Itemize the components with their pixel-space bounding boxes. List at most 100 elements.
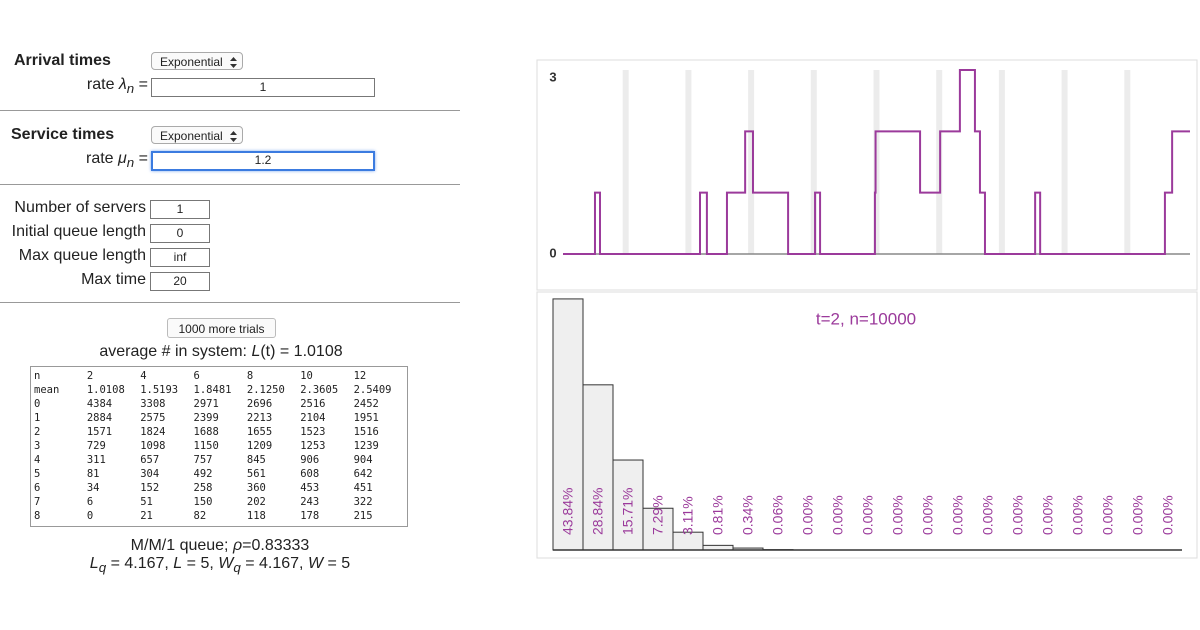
bar-value-label: 7.29% — [650, 495, 666, 535]
text: = — [134, 150, 148, 167]
table-cell: 2104 — [300, 412, 326, 424]
text: = 4.167, — [240, 555, 308, 572]
table-cell: 1655 — [246, 426, 273, 438]
symbol: W — [218, 555, 234, 572]
table-cell: 657 — [140, 454, 160, 466]
table-cell: 642 — [353, 468, 373, 480]
queue-metrics: Lq = 4.167, L = 5, Wq = 4.167, W = 5 — [0, 555, 440, 575]
table-cell: 7 — [34, 496, 41, 508]
table-cell: 311 — [86, 454, 106, 466]
table-cell: 0 — [86, 510, 94, 522]
table-cell: 453 — [300, 482, 320, 494]
table-cell: 8 — [34, 510, 41, 522]
text: = 5 — [323, 555, 351, 572]
table-cell: 6 — [193, 370, 200, 382]
bar-value-label: 0.00% — [920, 495, 936, 535]
text: = 5, — [182, 555, 219, 572]
sample-time-band — [685, 70, 692, 254]
field-input[interactable]: inf — [150, 248, 210, 267]
separator — [0, 110, 460, 111]
table-cell: 10 — [300, 370, 313, 382]
field-label: Max queue length — [18, 247, 146, 264]
table-cell: 2213 — [246, 412, 273, 424]
arrival-rate-label: rate λn = — [0, 76, 148, 96]
service-rate-input[interactable]: 1.2 — [151, 151, 375, 171]
table-cell: 304 — [140, 468, 160, 480]
table-row: 5 81 304 492 561 608 642 — [34, 467, 407, 481]
table-cell: 2452 — [353, 398, 379, 410]
table-cell: 360 — [246, 482, 266, 494]
symbol: L — [173, 555, 183, 572]
queue-summary: M/M/1 queue; ρ=0.83333 — [0, 537, 440, 555]
table-cell: 0 — [34, 398, 41, 410]
table-cell: 178 — [300, 510, 320, 522]
bar-value-label: 0.06% — [770, 495, 786, 535]
table-cell: 1523 — [300, 426, 326, 438]
table-cell: 1 — [34, 412, 41, 424]
text: (t) = 1.0108 — [260, 343, 343, 360]
arrival-select[interactable]: Exponential — [151, 52, 243, 70]
table-cell: 34 — [86, 482, 100, 494]
average-line: average # in system: L(t) = 1.0108 — [0, 343, 442, 361]
table-cell: 2.1250 — [246, 384, 285, 396]
bar — [582, 384, 614, 551]
field-input[interactable]: 20 — [150, 272, 210, 291]
table-cell: 561 — [246, 468, 266, 480]
table-cell: 2575 — [140, 412, 166, 424]
table-cell: 2.5409 — [353, 384, 392, 396]
service-rate-label: rate μn = — [0, 150, 148, 170]
bar-value-label: 0.00% — [800, 495, 816, 535]
bar-value-label: 0.00% — [1100, 495, 1116, 535]
table-cell: 150 — [193, 496, 213, 508]
table-cell: 8 — [246, 370, 254, 382]
table-cell: 608 — [300, 468, 320, 480]
table-cell: 1951 — [353, 412, 379, 424]
table-cell: 6 — [86, 496, 94, 508]
bar-value-label: 0.00% — [980, 495, 996, 535]
table-cell: 2696 — [246, 398, 273, 410]
sample-time-band — [1124, 70, 1131, 254]
bar-value-label: 0.00% — [1040, 495, 1056, 535]
table-cell: 1688 — [193, 426, 219, 438]
queue-trajectory — [563, 69, 1190, 255]
table-row: 6 34 152 258 360 453 451 — [34, 481, 407, 495]
field-input[interactable]: 1 — [150, 200, 210, 219]
sample-time-band — [1061, 70, 1068, 254]
text: =0.83333 — [242, 537, 310, 554]
table-row: 3 729 1098 1150 1209 1253 1239 — [34, 439, 407, 453]
arrival-rate-input[interactable]: 1 — [151, 78, 375, 97]
table-cell: 2884 — [86, 412, 113, 424]
table-cell: 1516 — [353, 426, 379, 438]
table-cell: n — [34, 370, 41, 382]
service-title: Service times — [11, 126, 115, 143]
table-cell: 21 — [140, 510, 153, 522]
more-trials-button[interactable]: 1000 more trials — [167, 318, 276, 338]
field-input[interactable]: 0 — [150, 224, 210, 243]
service-select[interactable]: Exponential — [151, 126, 243, 144]
bar-value-label: 0.00% — [890, 495, 906, 535]
text: average # in system: — [99, 343, 252, 360]
table-cell: 1150 — [193, 440, 219, 452]
separator — [0, 302, 460, 303]
table-cell: mean — [34, 384, 60, 396]
sample-time-band — [998, 70, 1005, 254]
arrival-title: Arrival times — [14, 52, 111, 69]
table-cell: 322 — [353, 496, 373, 508]
table-cell: 2971 — [193, 398, 219, 410]
service-distribution: Exponential — [160, 129, 223, 143]
results-textarea[interactable]: n 2 4 6 8 10 12 mean 1.0108 1.5193 1.8481 2.1250 2.3… — [30, 366, 408, 527]
select-arrows — [230, 131, 237, 142]
table-cell: 152 — [140, 482, 160, 494]
text: = 4.167, — [106, 555, 174, 572]
sample-time-band — [622, 70, 629, 254]
arrival-distribution: Exponential — [160, 55, 223, 69]
table-cell: 729 — [86, 440, 106, 452]
bar-value-label: 0.00% — [950, 495, 966, 535]
table-cell: 81 — [86, 468, 100, 480]
table-cell: 1253 — [300, 440, 326, 452]
subscript: n — [126, 81, 135, 97]
sample-time-band — [748, 70, 755, 254]
table-cell: 2.3605 — [300, 384, 339, 396]
table-cell: 845 — [246, 454, 266, 466]
